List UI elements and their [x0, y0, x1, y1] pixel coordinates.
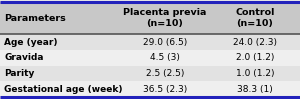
- Text: 29.0 (6.5): 29.0 (6.5): [143, 38, 187, 47]
- Text: Placenta previa
(n=10): Placenta previa (n=10): [123, 8, 207, 28]
- Bar: [0, 81, 300, 97]
- Text: Parity: Parity: [4, 69, 35, 78]
- Text: 38.3 (1): 38.3 (1): [237, 85, 273, 94]
- Text: Control
(n=10): Control (n=10): [235, 8, 275, 28]
- Text: 1.0 (1.2): 1.0 (1.2): [236, 69, 274, 78]
- Text: 4.5 (3): 4.5 (3): [150, 53, 180, 62]
- Text: Gravida: Gravida: [4, 53, 44, 62]
- Bar: [0, 50, 300, 66]
- Text: 36.5 (2.3): 36.5 (2.3): [143, 85, 187, 94]
- Bar: [0, 66, 300, 81]
- Text: Gestational age (week): Gestational age (week): [4, 85, 123, 94]
- Text: Age (year): Age (year): [4, 38, 58, 47]
- Text: 24.0 (2.3): 24.0 (2.3): [233, 38, 277, 47]
- Bar: [0, 2, 300, 34]
- Text: 2.0 (1.2): 2.0 (1.2): [236, 53, 274, 62]
- Text: 2.5 (2.5): 2.5 (2.5): [146, 69, 184, 78]
- Bar: [0, 34, 300, 50]
- Text: Parameters: Parameters: [4, 14, 66, 23]
